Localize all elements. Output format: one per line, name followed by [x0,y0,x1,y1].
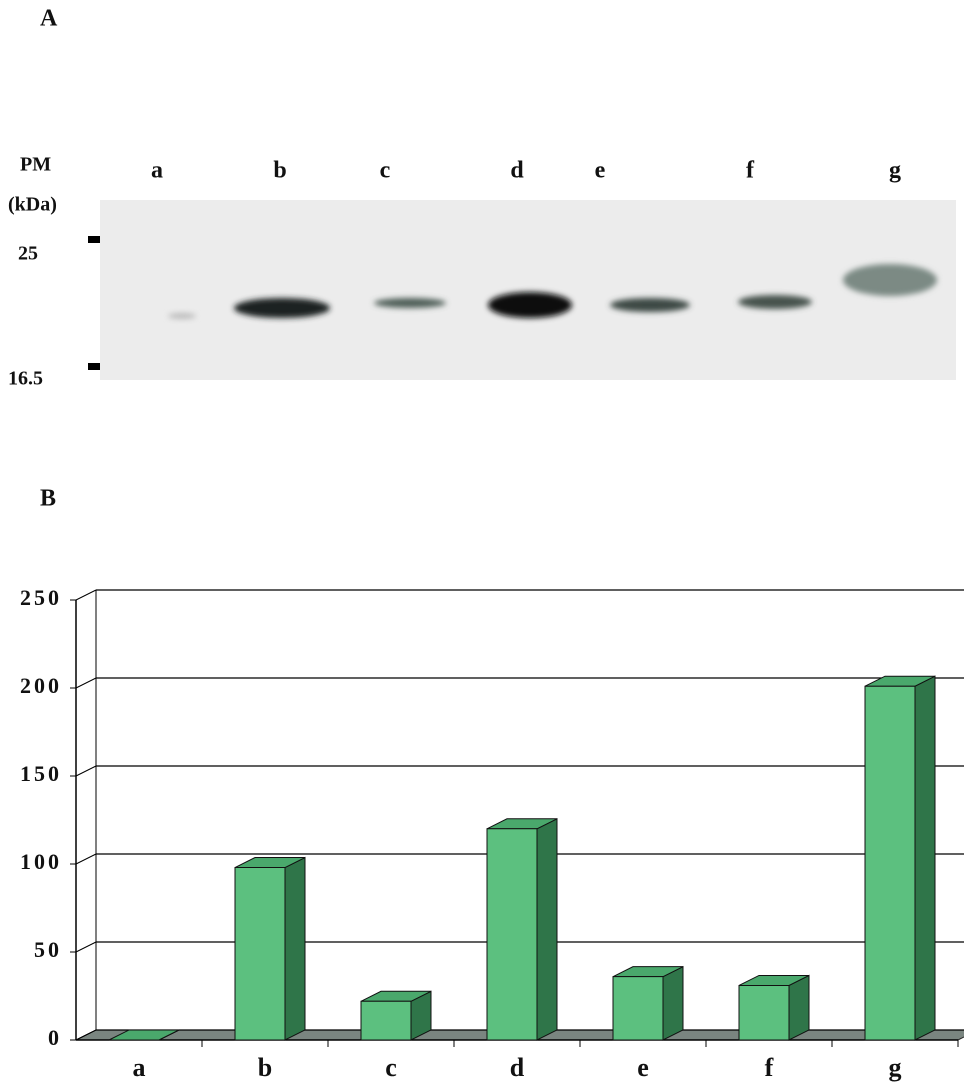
bar-side [537,819,557,1040]
bar-side [915,676,935,1040]
y-tick-label: 150 [20,761,62,786]
figure: A PM (kDa) 25 16.5 B a b c d e f g 0 50 100 150 200… [0,0,964,1085]
bar-front [487,829,537,1040]
band [234,298,330,318]
grid-line [76,678,96,688]
marker-title: PM [20,154,51,176]
x-tick-label: c [385,1053,397,1082]
lane-label: a [151,158,163,184]
marker-label: 25 [18,243,38,265]
bar-front [235,868,285,1040]
y-tick-label: 50 [34,937,62,962]
lane-label: f [746,158,755,184]
band [374,298,446,308]
grid-line [76,854,96,864]
bar [487,819,557,1040]
y-tick-label: 0 [48,1025,62,1050]
grid-line [76,766,96,776]
marker-tick [88,363,100,370]
band [168,313,196,319]
y-tick-label: 200 [20,673,62,698]
lane-label: d [510,158,524,184]
blot [100,200,956,380]
grid-line [76,590,96,600]
panel-label: B [40,486,56,512]
bar [613,967,683,1040]
bar-side [789,975,809,1040]
marker-unit: (kDa) [8,194,57,216]
x-tick-label: g [889,1053,902,1082]
band [843,264,937,296]
band [488,292,572,318]
lane-label: e [595,158,606,184]
marker-label: 16.5 [8,368,43,390]
x-tick-label: a [133,1053,146,1082]
y-tick-label: 250 [20,585,62,610]
panel-label: A [40,6,58,32]
lane-label: c [380,158,391,184]
bar-side [285,858,305,1040]
grid-line [76,942,96,952]
lane-label: g [889,158,901,184]
x-tick-label: b [258,1053,272,1082]
bar-front [739,985,789,1040]
y-tick-label: 100 [20,849,62,874]
marker-tick [88,236,100,243]
lane-label: b [273,158,286,184]
x-tick-label: f [765,1053,774,1082]
bar-side [663,967,683,1040]
bar-front [361,1001,411,1040]
bar-front [613,977,663,1040]
x-tick-label: d [510,1053,525,1082]
bar [361,991,431,1040]
bar-front [865,686,915,1040]
bar [865,676,935,1040]
band [738,295,812,309]
x-tick-label: e [637,1053,649,1082]
bar [739,975,809,1040]
band [610,298,690,312]
bar [235,858,305,1040]
